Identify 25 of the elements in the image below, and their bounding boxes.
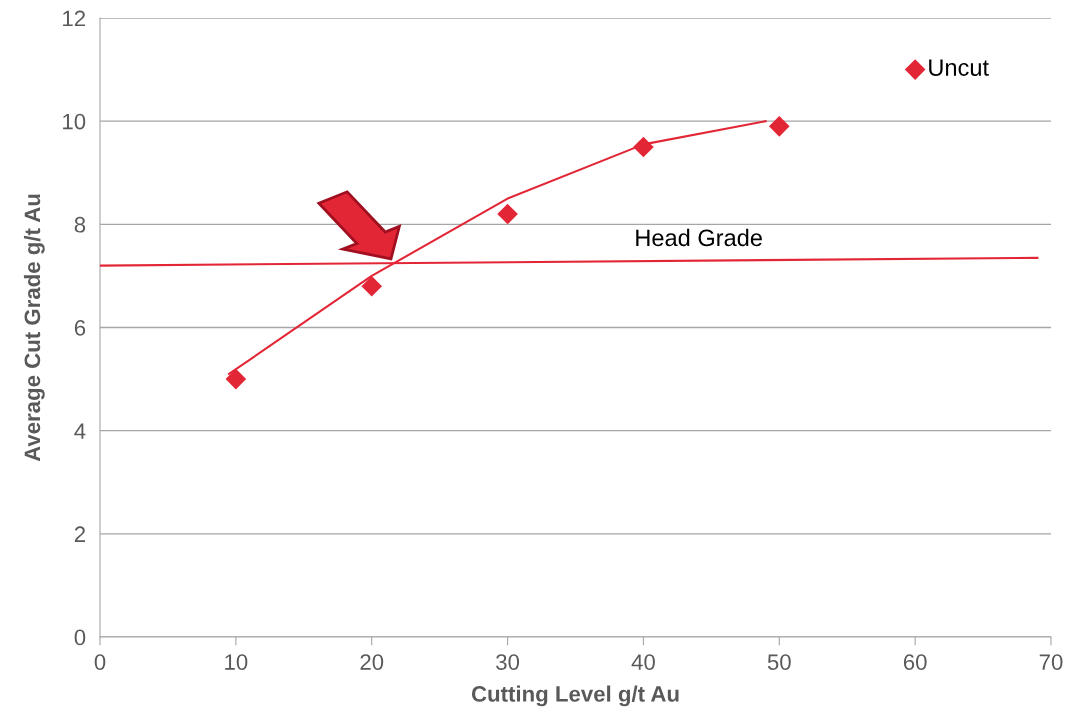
y-tick-label: 8 <box>74 216 86 233</box>
x-tick-label: 40 <box>631 654 655 670</box>
x-axis-title: Cutting Level g/t Au <box>471 685 679 707</box>
point <box>497 203 518 225</box>
series-label: Uncut <box>929 59 989 76</box>
point <box>633 136 654 158</box>
x-tick-label: 10 <box>225 654 248 670</box>
x-tick-label: 60 <box>903 654 927 670</box>
series-label: Head Grade <box>636 228 762 247</box>
y-tick-label: 2 <box>74 526 85 542</box>
x-tick-label: 70 <box>1039 654 1063 670</box>
x-tick-label: 0 <box>94 654 106 670</box>
x-tick-label: 20 <box>360 654 384 670</box>
point <box>904 59 926 80</box>
y-axis-title: Average Cut Grade g/t Au <box>23 194 45 462</box>
x-tick-label: 30 <box>496 654 520 670</box>
point <box>225 368 247 390</box>
y-tick-label: 0 <box>74 629 86 646</box>
point <box>768 116 790 137</box>
y-tick-label: 12 <box>63 10 85 27</box>
y-tick-label: 10 <box>63 113 86 130</box>
y-tick-label: 6 <box>74 320 86 336</box>
y-tick-label: 4 <box>74 423 86 439</box>
x-tick-label: 50 <box>767 654 791 670</box>
point <box>361 275 383 297</box>
